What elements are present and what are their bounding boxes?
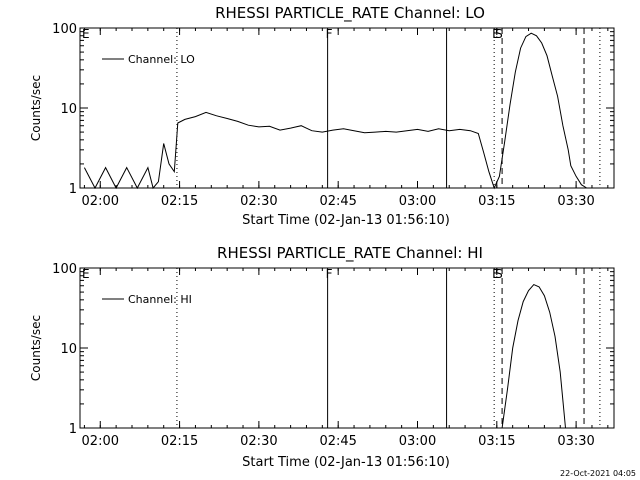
x-tick-label: 02:45 — [319, 194, 356, 209]
legend-label: Channel: HI — [128, 293, 192, 306]
plot-frame — [79, 27, 615, 189]
x-tick-label: 03:30 — [557, 194, 594, 209]
plot-frame — [79, 267, 615, 429]
event-marker-label: F — [326, 27, 333, 41]
series-line — [83, 32, 587, 190]
event-marker-label: S — [495, 267, 503, 281]
x-tick-label: 03:15 — [478, 194, 515, 209]
x-tick-label: 02:15 — [161, 194, 198, 209]
x-tick-label: 02:00 — [82, 194, 119, 209]
x-axis-label: Start Time (02-Jan-13 01:56:10) — [242, 455, 450, 470]
y-axis-label: Counts/sec — [29, 75, 43, 141]
x-tick-label: 03:15 — [478, 434, 515, 449]
plot-area: 02:00 02:15 02:30 02:45 03:00 03:15 03:30 1 10 10… — [52, 262, 615, 449]
event-marker-label: E — [492, 27, 500, 41]
x-tick-label: 03:30 — [557, 434, 594, 449]
event-marker-label: E — [492, 267, 500, 281]
series-line — [501, 283, 566, 429]
x-axis-label: Start Time (02-Jan-13 01:56:10) — [242, 213, 450, 228]
x-tick-label: 02:30 — [240, 434, 277, 449]
x-tick-label: 02:45 — [319, 434, 356, 449]
y-tick-label: 1 — [69, 422, 77, 437]
y-tick-label: 10 — [60, 342, 77, 357]
event-marker-label: S — [495, 27, 503, 41]
legend-label: Channel: LO — [128, 53, 195, 66]
panel-hi: RHESSI PARTICLE_RATE Channel: HI Counts/… — [29, 244, 615, 470]
footer-timestamp: 22-Oct-2021 04:05 — [560, 469, 636, 478]
y-tick-label: 10 — [60, 102, 77, 117]
event-marker-label: E — [82, 267, 90, 281]
chart-title: RHESSI PARTICLE_RATE Channel: LO — [215, 4, 485, 23]
y-tick-label: 100 — [52, 262, 77, 277]
panel-lo: RHESSI PARTICLE_RATE Channel: LO Counts/… — [29, 4, 615, 228]
x-tick-label: 03:00 — [399, 434, 436, 449]
x-tick-label: 02:30 — [240, 194, 277, 209]
chart-title: RHESSI PARTICLE_RATE Channel: HI — [217, 244, 483, 263]
event-marker-label: F — [326, 267, 333, 281]
x-tick-label: 02:00 — [82, 434, 119, 449]
x-tick-label: 03:00 — [399, 194, 436, 209]
plot-area: 02:00 02:15 02:30 02:45 03:00 03:15 03:30 1 10 10… — [52, 22, 615, 209]
x-tick-label: 02:15 — [161, 434, 198, 449]
event-marker-label: E — [82, 27, 90, 41]
y-tick-label: 100 — [52, 22, 77, 37]
y-tick-label: 1 — [69, 182, 77, 197]
y-axis-label: Counts/sec — [29, 315, 43, 381]
